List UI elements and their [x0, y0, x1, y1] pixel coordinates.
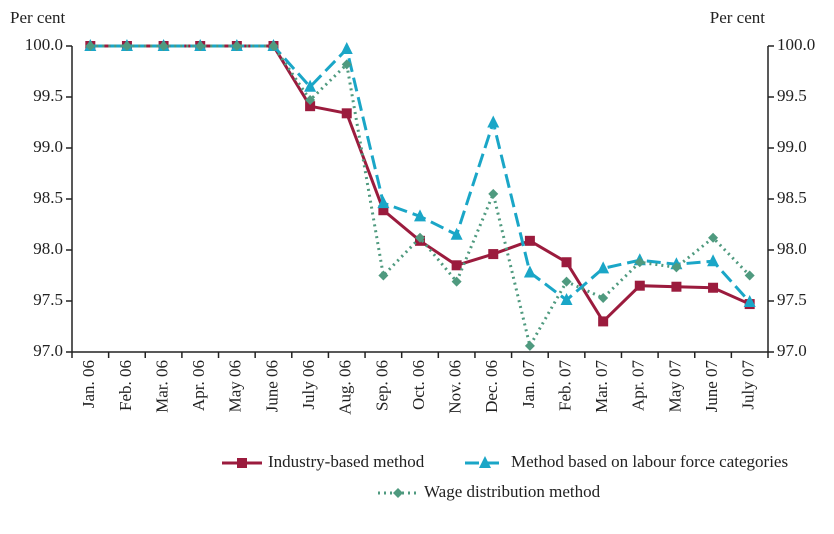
x-tick-label: Nov. 06: [446, 360, 465, 414]
point: [488, 249, 499, 260]
y2-axis-label: Per cent: [710, 8, 766, 27]
point: [707, 254, 720, 267]
x-tick-label: Apr. 06: [189, 360, 208, 411]
point: [744, 270, 755, 281]
legend-label: Wage distribution method: [424, 482, 601, 501]
point: [671, 262, 682, 273]
x-tick-label: Mar. 07: [592, 360, 611, 413]
x-tick-label: Aug. 06: [336, 360, 355, 415]
point: [451, 260, 462, 271]
point: [524, 235, 535, 246]
point: [231, 41, 242, 51]
y2-tick-label: 98.5: [777, 188, 807, 207]
x-tick-label: Oct. 06: [409, 360, 428, 410]
x-tick-label: May 06: [226, 360, 245, 412]
legend-label: Industry-based method: [268, 452, 425, 471]
legend-marker: [393, 488, 403, 498]
point: [450, 227, 463, 240]
x-tick-label: June 06: [262, 360, 281, 412]
point: [378, 205, 389, 216]
point: [414, 209, 426, 222]
y2-tick-label: 98.0: [777, 239, 807, 258]
point: [634, 257, 645, 268]
point: [377, 196, 390, 209]
point: [597, 261, 610, 274]
y-tick-label: 97.5: [33, 290, 63, 309]
point: [305, 101, 316, 112]
point: [304, 79, 317, 92]
point: [561, 276, 572, 287]
point: [487, 115, 500, 128]
x-tick-label: Feb. 07: [555, 360, 574, 412]
point: [85, 41, 96, 51]
x-tick-label: Jan. 07: [519, 360, 538, 409]
series-line: [90, 44, 751, 324]
y-tick-label: 98.0: [33, 239, 63, 258]
x-tick-label: Feb. 06: [116, 360, 135, 411]
point: [340, 42, 353, 55]
y-tick-label: 97.0: [33, 341, 63, 360]
point: [158, 41, 169, 51]
point: [524, 340, 535, 351]
point: [195, 41, 206, 51]
point: [671, 281, 682, 292]
point: [268, 41, 279, 51]
y-axis-label: Per cent: [10, 8, 66, 27]
point: [708, 232, 719, 243]
y-tick-label: 99.5: [33, 86, 63, 105]
x-tick-label: Sep. 06: [372, 360, 391, 411]
x-tick-label: Dec. 06: [482, 360, 501, 413]
x-tick-label: Apr. 07: [629, 360, 648, 412]
point: [341, 108, 352, 119]
point: [598, 292, 609, 303]
point: [743, 295, 756, 308]
point: [305, 95, 316, 106]
point: [560, 292, 573, 305]
point: [488, 188, 499, 199]
y2-tick-label: 97.0: [777, 341, 807, 360]
point: [598, 316, 609, 327]
point: [523, 265, 536, 278]
y2-tick-label: 97.5: [777, 290, 807, 309]
legend-marker: [479, 456, 491, 468]
x-tick-label: July 07: [739, 360, 758, 410]
y-tick-label: 100.0: [25, 35, 63, 54]
point: [415, 232, 425, 243]
point: [121, 41, 132, 51]
x-tick-label: Jan. 06: [79, 360, 98, 408]
point: [378, 270, 389, 281]
x-tick-label: Mar. 06: [152, 360, 171, 413]
x-tick-label: July 06: [299, 360, 318, 410]
series-line: [90, 44, 751, 350]
y-tick-label: 98.5: [33, 188, 63, 207]
x-tick-label: June 07: [702, 360, 721, 413]
point: [451, 276, 462, 287]
x-tick-label: May 07: [665, 360, 684, 413]
point: [634, 280, 645, 291]
y2-tick-label: 99.0: [777, 137, 807, 156]
y2-tick-label: 99.5: [777, 86, 807, 105]
point: [708, 282, 719, 293]
legend-marker: [237, 458, 247, 468]
y-tick-label: 99.0: [33, 137, 63, 156]
point: [341, 59, 352, 70]
legend-label: Method based on labour force categories: [511, 452, 788, 471]
y2-tick-label: 100.0: [777, 35, 815, 54]
point: [561, 257, 572, 268]
